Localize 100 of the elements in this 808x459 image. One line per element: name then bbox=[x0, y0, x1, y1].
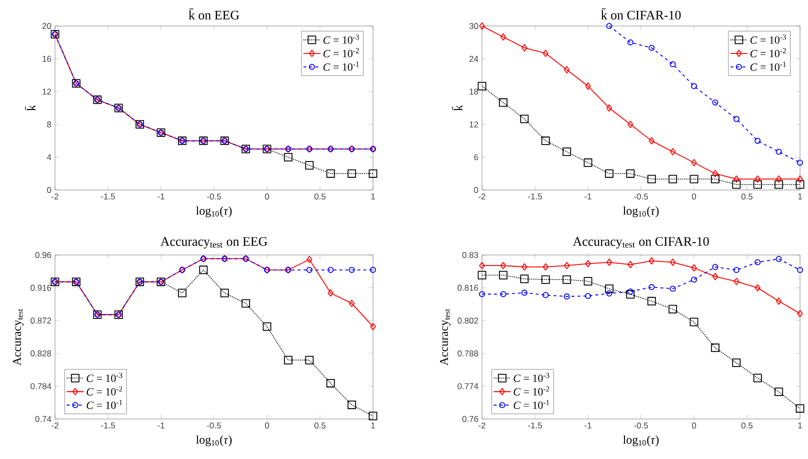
point bbox=[712, 264, 718, 270]
x-tick-label: -1 bbox=[584, 194, 592, 200]
legend-label: C = 10$^{-2}$ bbox=[514, 386, 550, 396]
point bbox=[626, 169, 635, 178]
y-tick-label: 0 bbox=[474, 187, 478, 193]
x-tick-label: 0 bbox=[264, 194, 270, 200]
point bbox=[670, 61, 676, 68]
point bbox=[712, 99, 718, 106]
point bbox=[606, 258, 612, 266]
point bbox=[668, 304, 678, 314]
y-tick-label: 16 bbox=[42, 56, 52, 62]
x-axis-title: log$_{10}$(τ) bbox=[196, 206, 232, 218]
point bbox=[370, 266, 376, 273]
legend-label: C = 10$^{-3}$ bbox=[514, 372, 550, 382]
point bbox=[606, 104, 612, 112]
x-tick-label: 1 bbox=[798, 422, 802, 428]
point bbox=[796, 404, 804, 413]
x-tick-label: 1 bbox=[798, 194, 802, 200]
point bbox=[732, 180, 741, 189]
point bbox=[628, 120, 634, 128]
point bbox=[753, 374, 762, 382]
point bbox=[670, 286, 676, 292]
y-tick-label: 0.872 bbox=[30, 318, 52, 324]
x-tick-label: -0.5 bbox=[634, 422, 648, 429]
point bbox=[305, 356, 314, 364]
y-tick-label: 30 bbox=[469, 23, 478, 29]
point bbox=[606, 22, 612, 30]
legend-label: C = 10$^{-2}$ bbox=[750, 48, 786, 58]
point bbox=[348, 300, 355, 308]
point bbox=[368, 169, 378, 178]
point bbox=[774, 180, 784, 189]
legend-label: C = 10$^{-2}$ bbox=[323, 48, 359, 58]
point bbox=[326, 378, 335, 388]
chart-title: Accuracy$_{test}$ on EEG bbox=[160, 237, 268, 248]
point bbox=[562, 147, 572, 156]
x-axis-title: log$_{10}$(τ) bbox=[623, 435, 659, 446]
y-tick-label: 0.916 bbox=[30, 284, 52, 291]
point bbox=[774, 388, 784, 396]
point bbox=[648, 284, 655, 290]
x-tick-label: -1 bbox=[158, 422, 164, 428]
y-axis-title: k̄ bbox=[452, 105, 462, 111]
point bbox=[670, 148, 676, 156]
legend-label: C = 10$^{-1}$ bbox=[514, 400, 550, 409]
y-tick-label: 12 bbox=[470, 121, 478, 128]
point bbox=[776, 256, 782, 262]
x-tick-label: 0.5 bbox=[741, 194, 753, 200]
point bbox=[564, 293, 570, 300]
point bbox=[734, 175, 740, 183]
point bbox=[284, 356, 292, 364]
x-tick-label: -1.5 bbox=[101, 194, 115, 200]
y-tick-label: 8 bbox=[47, 121, 52, 128]
point bbox=[585, 260, 591, 268]
x-tick-label: -1 bbox=[158, 194, 164, 200]
point bbox=[585, 82, 591, 90]
point bbox=[648, 257, 654, 264]
point bbox=[370, 322, 376, 330]
point bbox=[328, 266, 334, 273]
y-tick-label: 0.788 bbox=[458, 350, 478, 356]
point bbox=[326, 169, 335, 178]
point bbox=[521, 290, 528, 296]
y-tick-label: 4 bbox=[46, 154, 52, 160]
point bbox=[604, 284, 614, 293]
point bbox=[562, 275, 572, 284]
point bbox=[368, 412, 378, 420]
y-tick-label: 0.96 bbox=[35, 252, 52, 258]
y-tick-label: 0.83 bbox=[462, 252, 478, 258]
y-tick-label: 0.784 bbox=[30, 383, 52, 390]
point bbox=[754, 284, 760, 292]
point bbox=[584, 277, 592, 286]
point bbox=[478, 82, 486, 90]
y-tick-label: 18 bbox=[470, 88, 478, 95]
point bbox=[797, 310, 803, 318]
point bbox=[733, 116, 740, 122]
point bbox=[606, 290, 612, 296]
point bbox=[690, 174, 698, 184]
point bbox=[220, 288, 229, 298]
legend-label: C = 10$^{-3}$ bbox=[750, 34, 786, 44]
point bbox=[754, 175, 760, 183]
point bbox=[710, 174, 720, 184]
point bbox=[732, 358, 741, 368]
legend-label: C = 10$^{-2}$ bbox=[86, 386, 122, 396]
point bbox=[242, 299, 250, 308]
point bbox=[648, 137, 654, 144]
point bbox=[604, 169, 614, 178]
y-tick-label: 0.74 bbox=[35, 416, 52, 422]
point bbox=[626, 290, 635, 299]
y-tick-label: 20 bbox=[42, 23, 52, 29]
x-tick-label: -0.5 bbox=[634, 194, 648, 200]
point bbox=[520, 274, 529, 284]
point bbox=[542, 292, 549, 298]
x-tick-label: 0.5 bbox=[314, 194, 326, 200]
x-tick-label: -1.5 bbox=[101, 422, 115, 428]
point bbox=[647, 296, 656, 306]
legend-label: C = 10$^{-1}$ bbox=[86, 400, 122, 409]
y-tick-label: 6 bbox=[474, 154, 478, 160]
point bbox=[478, 291, 486, 298]
point bbox=[627, 288, 634, 295]
point bbox=[564, 262, 570, 270]
x-tick-label: 0 bbox=[692, 194, 696, 200]
point bbox=[691, 264, 697, 272]
